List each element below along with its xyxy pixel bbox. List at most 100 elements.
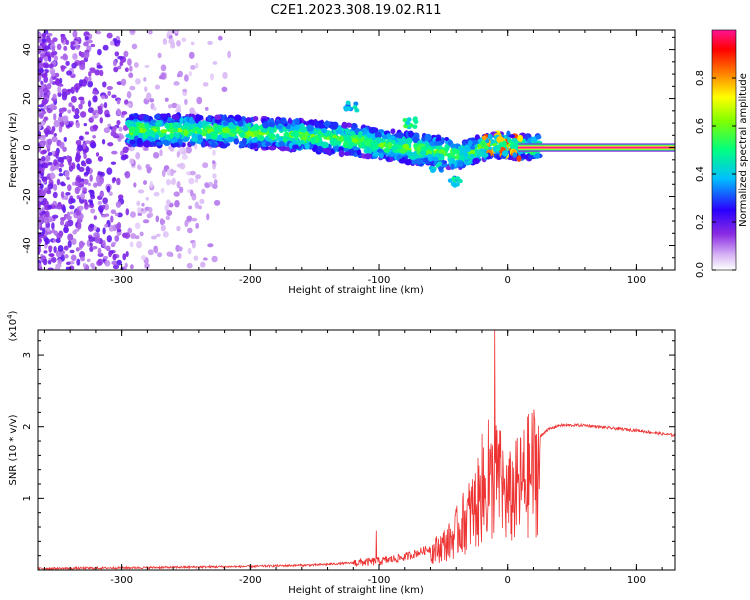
spectrogram-noise-cell (46, 32, 53, 37)
spectrogram-noise-cell (101, 204, 106, 210)
spectrogram-noise-cell (167, 30, 173, 36)
spectrogram-noise-cell (152, 106, 157, 111)
spectrogram-noise-cell (188, 205, 193, 210)
spectrogram-ridge-cell (349, 147, 354, 155)
chart-title: C2E1.2023.308.19.02.R11 (270, 3, 441, 18)
spectrogram-ridge-cell (214, 126, 220, 134)
spectrogram-noise-cell (41, 73, 48, 78)
spectrogram-noise-cell (61, 93, 68, 101)
spectrogram-noise-cell (187, 227, 193, 234)
spectrogram-noise-cell (112, 253, 117, 261)
spectrogram-ridge-cell (434, 141, 442, 146)
spectrogram-noise-cell (57, 85, 62, 94)
spectrogram-noise-cell (191, 194, 197, 201)
spectrogram-noise-cell (113, 132, 119, 137)
spectrogram-noise-cell (118, 194, 123, 199)
spectrogram-ridge-cell (368, 126, 377, 134)
colorbar-tick-label: 0.8 (695, 70, 706, 86)
spectrogram-ridge-cell (416, 157, 422, 165)
spectrogram-ridge-cell (280, 117, 287, 125)
spectrogram-noise-cell (75, 86, 79, 93)
spectrogram-noise-cell (165, 215, 171, 221)
spectrogram-noise-cell (182, 88, 188, 93)
spectrogram-noise-cell (54, 72, 60, 78)
spectrogram-ridge-cell (262, 121, 269, 129)
spectrogram-noise-cell (194, 201, 200, 209)
spectrogram-noise-cell (101, 138, 106, 145)
spectrogram-noise-cell (113, 66, 119, 73)
spectrogram-ridge-cell (496, 136, 504, 143)
spectrogram-noise-cell (107, 142, 114, 147)
spectrogram-noise-cell (47, 138, 53, 146)
spectrogram-noise-cell (195, 174, 201, 180)
spectrogram-noise-cell (60, 254, 65, 262)
spectrogram-noise-cell (101, 240, 106, 248)
spectrogram-noise-cell (72, 53, 78, 60)
spectrogram-noise-cell (164, 97, 169, 102)
spectrogram-noise-cell (116, 120, 121, 126)
spectrogram-noise-cell (130, 264, 134, 270)
spectrogram-noise-cell (213, 199, 221, 206)
spectrogram-noise-cell (149, 180, 154, 189)
spectrogram-noise-cell (89, 189, 95, 197)
spectrogram-ridge-cell (167, 117, 172, 122)
colorbar-tick-label: 0.6 (695, 118, 706, 134)
spectrogram-noise-cell (227, 50, 232, 59)
spectrogram-noise-cell (95, 30, 102, 35)
spectrogram-ridge-cell (290, 131, 298, 137)
spectrogram-noise-cell (144, 86, 148, 92)
spectrogram-noise-cell (52, 93, 57, 100)
spectrogram-noise-cell (102, 81, 107, 88)
spectrogram-ridge-cell (329, 137, 338, 146)
spectrogram-ridge-cell (406, 151, 414, 156)
spectrogram-ridge-cell (130, 134, 135, 142)
spectrogram-noise-cell (168, 38, 175, 45)
spectrogram-noise-cell (110, 161, 117, 165)
spectrogram-noise-cell (92, 95, 98, 103)
spectrogram-noise-cell (39, 190, 46, 198)
spectrogram-ridge-cell (357, 131, 363, 139)
spectrogram-noise-cell (144, 262, 150, 269)
spectrogram-noise-cell (142, 219, 150, 224)
spectrogram-ridge-cell (179, 117, 184, 125)
spectrogram-noise-cell (188, 177, 195, 185)
spectrogram-noise-cell (80, 79, 88, 87)
spectrogram-noise-cell (217, 35, 223, 41)
spectrogram-noise-cell (66, 155, 70, 162)
spectrogram-noise-cell (165, 199, 171, 205)
spectrogram-noise-cell (45, 130, 52, 135)
spectrogram-noise-cell (102, 44, 109, 51)
spectrogram-noise-cell (82, 263, 87, 268)
spectrogram-ridge-cell (372, 151, 380, 157)
spectrogram-noise-cell (148, 206, 153, 213)
spectrogram-noise-cell (126, 91, 132, 99)
spectrogram-ridge-cell (169, 132, 174, 139)
spectrogram-ridge-cell (452, 149, 459, 155)
spectrogram-ridge-cell (419, 150, 427, 156)
spectrogram-noise-cell (47, 151, 53, 156)
spectrogram-noise-cell (110, 215, 114, 223)
spectrogram-noise-cell (184, 98, 188, 106)
spectrogram-noise-cell (176, 225, 181, 232)
spectrogram-noise-cell (168, 104, 172, 109)
spectrogram-noise-cell (129, 65, 133, 72)
spectrogram-noise-cell (104, 113, 111, 118)
spectrogram-noise-cell (76, 222, 82, 230)
spectrogram-noise-cell (38, 123, 42, 131)
spectrogram-noise-cell (183, 74, 189, 82)
spectrogram-noise-cell (72, 30, 78, 38)
spectrogram-noise-cell (211, 255, 218, 263)
spectrogram-noise-cell (112, 59, 118, 67)
spectrogram-ridge-cell (139, 128, 144, 134)
spectrogram-ridge-cell (467, 140, 473, 147)
spectrogram-noise-cell (86, 258, 91, 263)
spectrogram-noise-cell (89, 174, 93, 182)
spectrogram-noise-cell (38, 37, 41, 42)
spectrogram-noise-cell (188, 51, 195, 59)
spectrogram-noise-cell (38, 249, 41, 256)
spectrogram-noise-cell (189, 170, 196, 176)
spectrogram-noise-cell (173, 191, 180, 197)
spectrogram-ridge-cell (457, 160, 464, 167)
spectrogram-noise-cell (90, 141, 97, 149)
spectrogram-blob-cell (430, 168, 436, 173)
